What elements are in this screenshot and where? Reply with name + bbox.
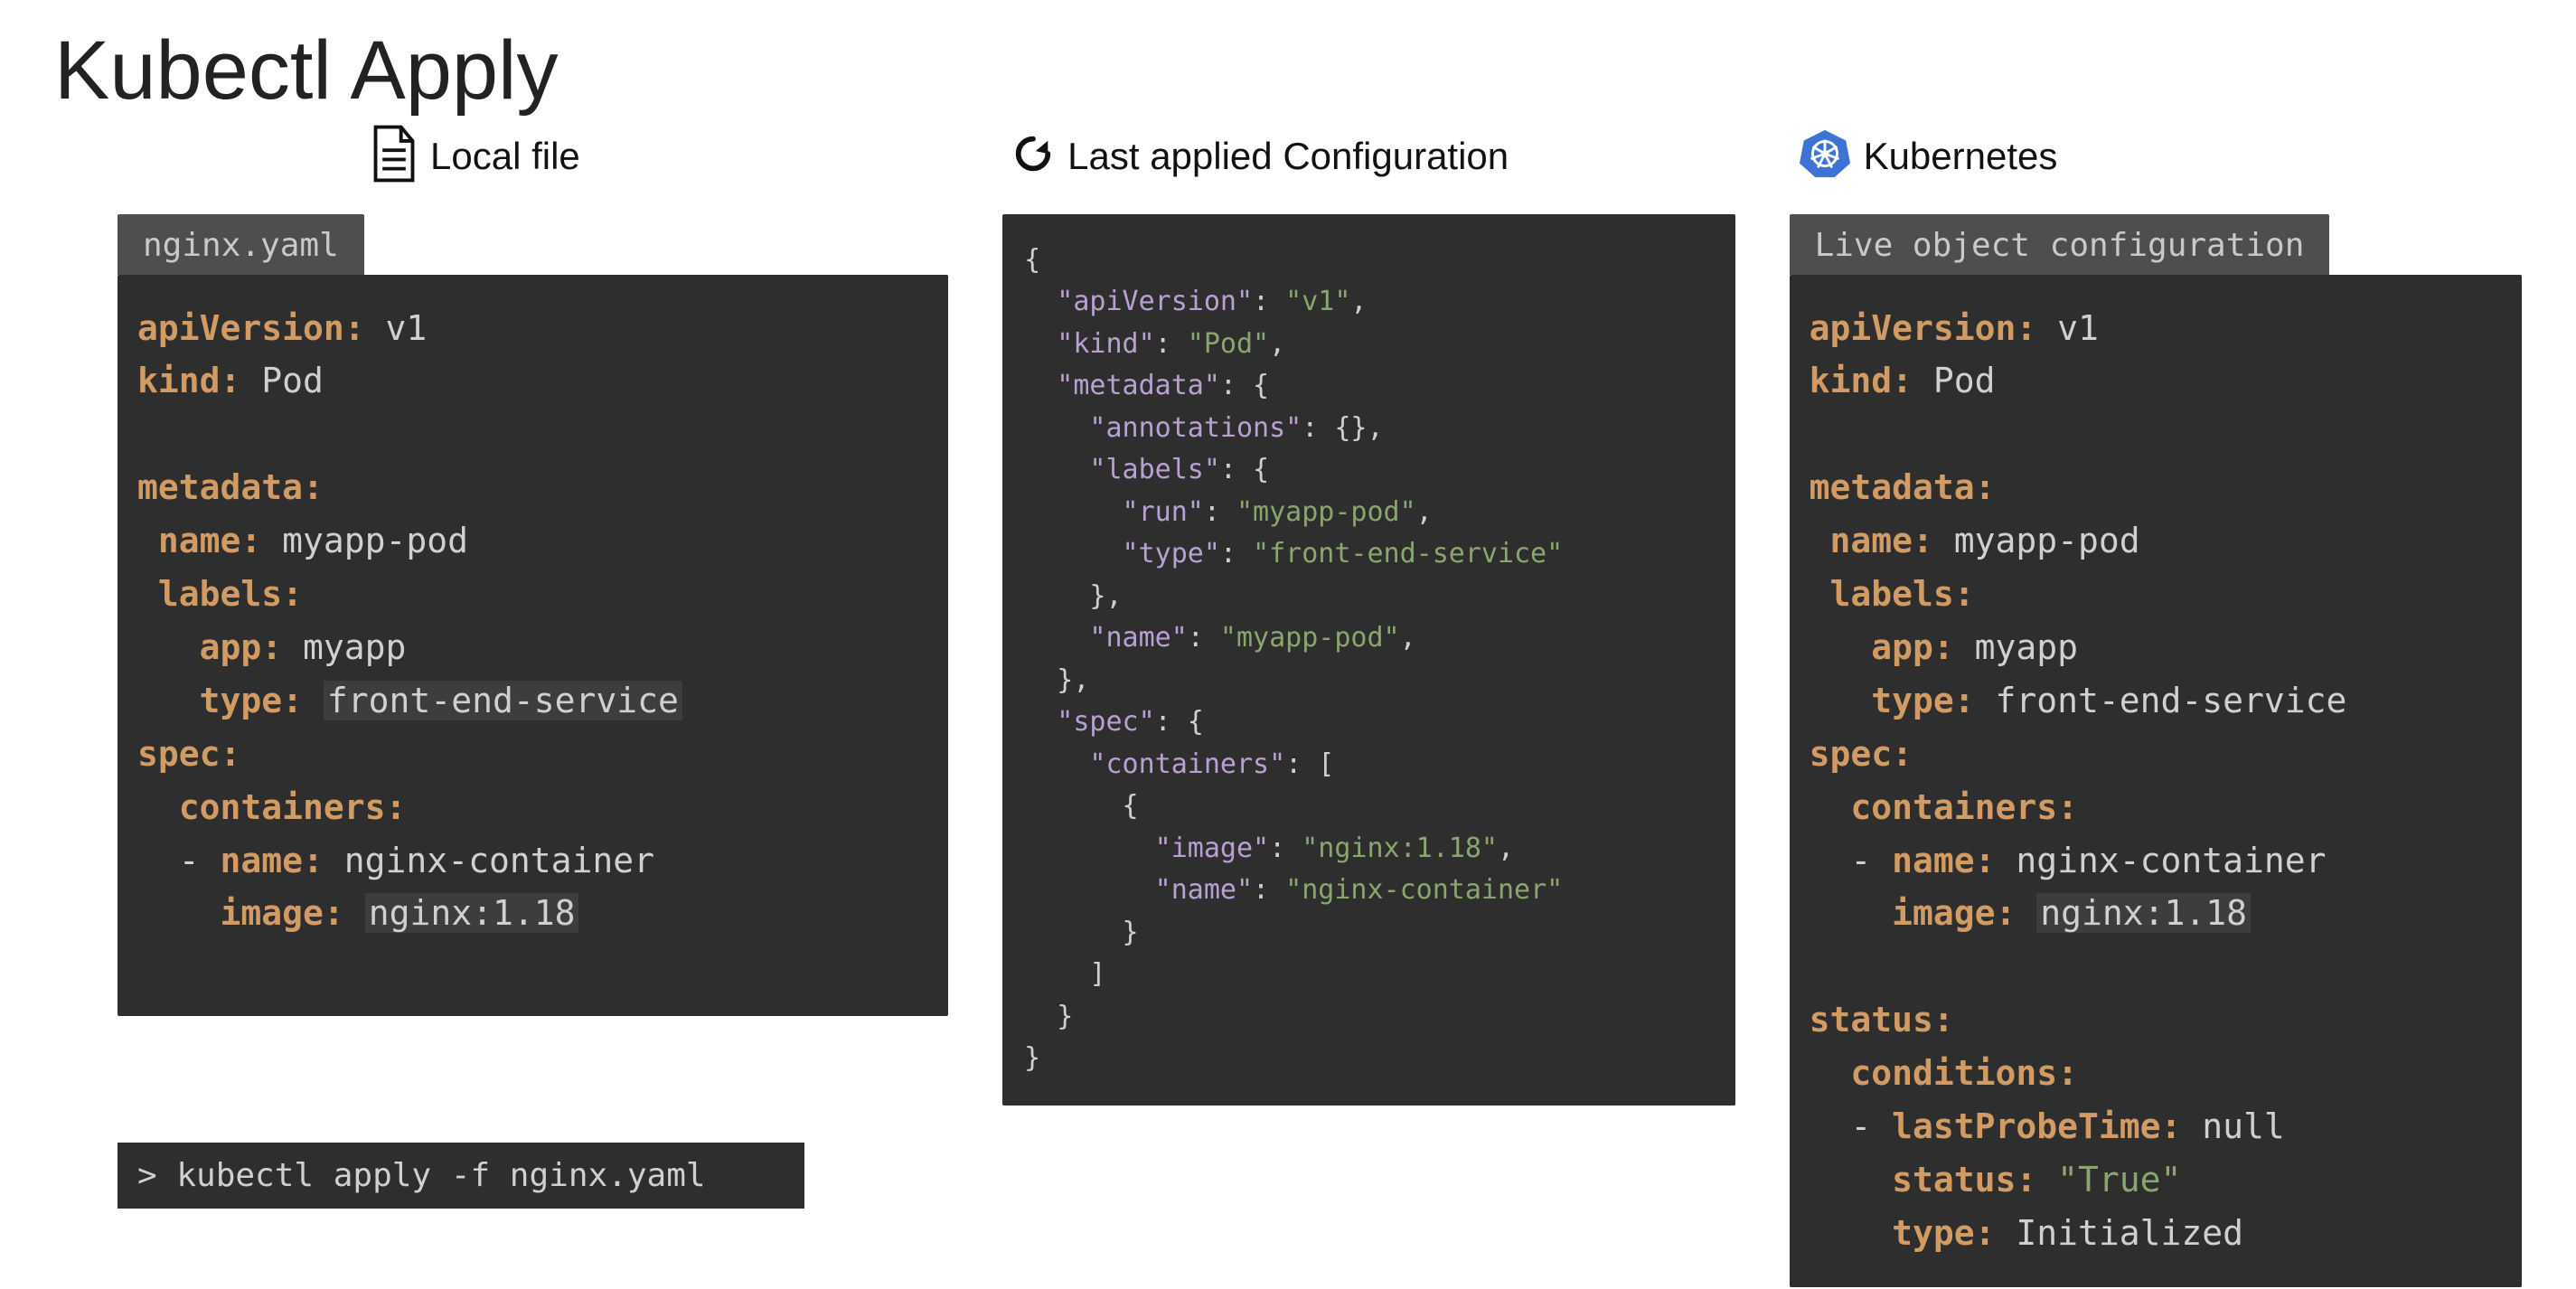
column-last-applied: Last applied Configuration { "apiVersion…: [1002, 115, 1735, 1106]
file-tab: nginx.yaml: [118, 214, 364, 275]
column-kubernetes: Kubernetes Live object configuration api…: [1790, 115, 2522, 1287]
refresh-icon: [1011, 132, 1055, 180]
last-applied-heading: Last applied Configuration: [1067, 135, 1509, 178]
last-applied-code: { "apiVersion": "v1", "kind": "Pod", "me…: [1002, 214, 1735, 1106]
local-file-code: apiVersion: v1 kind: Pod metadata: name:…: [118, 275, 948, 1016]
kubernetes-heading: Kubernetes: [1864, 135, 2058, 178]
live-object-tab: Live object configuration: [1790, 214, 2330, 275]
columns: Local file nginx.yaml apiVersion: v1 kin…: [54, 115, 2522, 1287]
terminal-command: > kubectl apply -f nginx.yaml: [118, 1143, 804, 1209]
local-file-heading: Local file: [430, 135, 580, 178]
column-local-file: Local file nginx.yaml apiVersion: v1 kin…: [118, 115, 948, 1209]
kubernetes-icon: [1799, 127, 1851, 184]
file-icon: [371, 125, 418, 187]
page-title: Kubectl Apply: [54, 27, 2522, 115]
live-object-code: apiVersion: v1 kind: Pod metadata: name:…: [1790, 275, 2522, 1287]
